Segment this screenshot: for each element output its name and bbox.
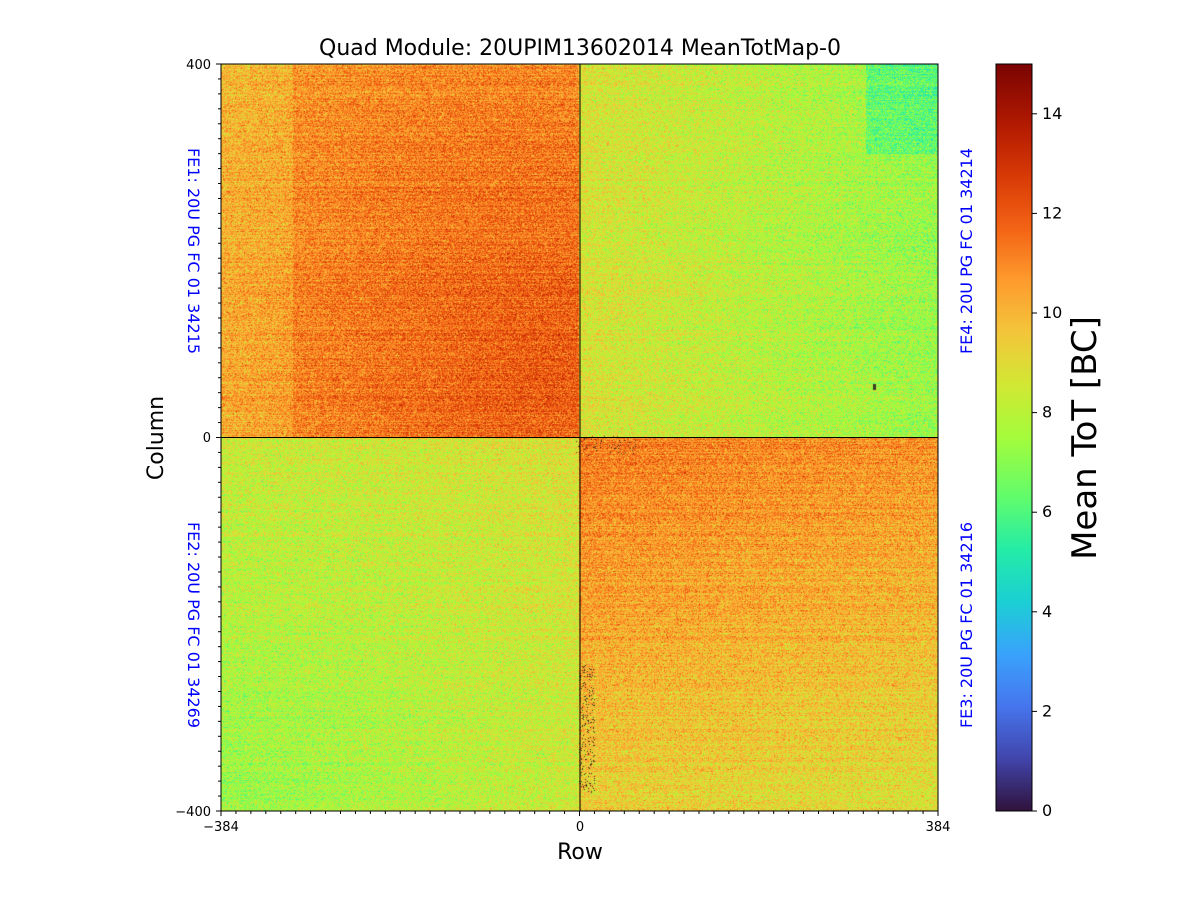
colorbar-label: Mean ToT [BC]	[1065, 316, 1105, 560]
fe1-label: FE1: 20U PG FC 01 34215	[184, 148, 203, 354]
x-tick-label-min: −384	[203, 820, 239, 835]
colorbar-tick-label: 8	[1042, 403, 1052, 422]
colorbar-tick-label: 2	[1042, 701, 1052, 720]
x-tick-label-max: 384	[926, 820, 951, 835]
colorbar-tick-label: 14	[1042, 104, 1062, 123]
colorbar-ticks: 0 2 4 6 8 10 12 14	[1032, 104, 1062, 820]
colorbar-tick-label: 12	[1042, 203, 1062, 222]
y-tick-label-min: −400	[175, 805, 211, 820]
chart-title: Quad Module: 20UPIM13602014 MeanTotMap-0	[319, 36, 841, 61]
colorbar	[995, 63, 1033, 812]
colorbar-tick-label: 0	[1042, 801, 1052, 820]
y-axis-label: Column	[144, 396, 169, 480]
axis-ticks	[216, 63, 939, 816]
y-tick-label-zero: 0	[203, 431, 211, 446]
colorbar-tick-label: 6	[1042, 502, 1052, 521]
fe2-label: FE2: 20U PG FC 01 34269	[184, 522, 203, 728]
colorbar-tick-label: 4	[1042, 602, 1052, 621]
fe4-label: FE4: 20U PG FC 01 34214	[957, 148, 976, 354]
fe3-label: FE3: 20U PG FC 01 34216	[957, 522, 976, 728]
colorbar-tick-label: 10	[1042, 303, 1062, 322]
y-tick-label-max: 400	[186, 58, 211, 73]
x-tick-label-zero: 0	[576, 820, 584, 835]
x-axis-label: Row	[557, 840, 603, 865]
